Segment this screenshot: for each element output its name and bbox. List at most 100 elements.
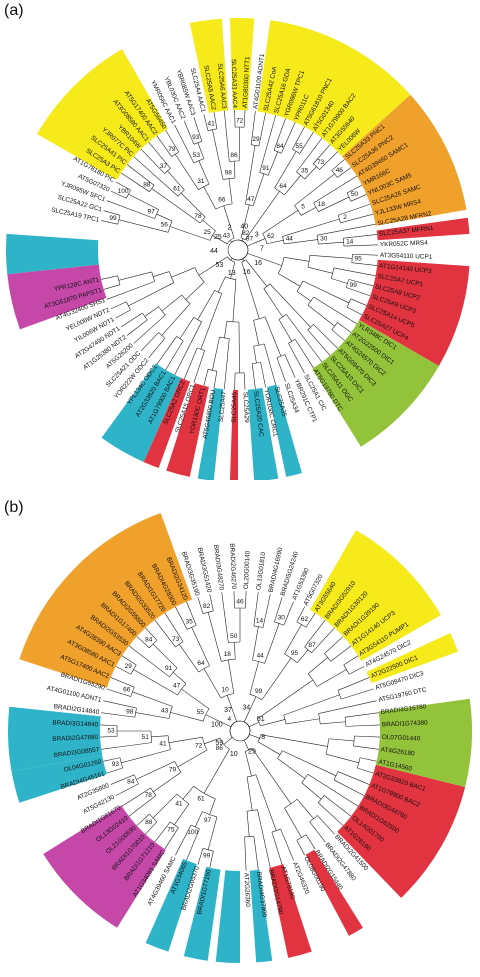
branch-line (162, 304, 190, 336)
branch-line (337, 323, 351, 333)
branch-line (256, 775, 276, 831)
bootstrap-value: 62 (301, 616, 309, 623)
leaf-label: YKR052C MRS4 (380, 240, 429, 249)
branch-line (244, 373, 245, 390)
bootstrap-value: 91 (262, 165, 270, 172)
branch-line (224, 737, 232, 744)
bootstrap-value: 30 (320, 236, 328, 243)
bootstrap-value: 66 (218, 197, 226, 204)
branch-line (133, 670, 177, 696)
branch-line (259, 113, 266, 146)
bootstrap-value: 95 (355, 256, 363, 263)
bootstrap-value: 56 (161, 221, 169, 228)
branch-line (234, 591, 235, 608)
branch-line (297, 650, 308, 663)
branch-line (252, 364, 255, 389)
branch-line (210, 851, 214, 868)
clade-highlight-red (306, 850, 363, 936)
clade-highlight-cyan (216, 870, 240, 963)
bootstrap-value: 55 (296, 143, 304, 150)
branch-line (152, 188, 200, 223)
branch-line (268, 152, 278, 176)
bootstrap-value: 82 (203, 603, 211, 610)
branch-line (247, 253, 281, 265)
bootstrap-value: 25 (204, 229, 212, 236)
branch-line (198, 290, 215, 319)
panel-label-b: (b) (4, 499, 24, 517)
branch-line (222, 592, 229, 643)
branch-line (262, 658, 291, 700)
bootstrap-value: 47 (247, 196, 255, 203)
branch-line (249, 722, 259, 727)
branch-line (195, 812, 202, 827)
bootstrap-value: 50 (351, 191, 359, 198)
branch-line (267, 240, 284, 244)
bootstrap-value: 64 (279, 183, 287, 190)
branch-line (106, 768, 122, 773)
branch-line (233, 279, 236, 321)
bootstrap-value: 61 (197, 795, 205, 802)
branch-line (349, 666, 364, 674)
bootstrap-value: 41 (159, 740, 167, 747)
branch-line (318, 803, 343, 826)
branch-line (282, 219, 339, 236)
branch-line (119, 272, 152, 280)
branch-line (308, 774, 358, 806)
branch-line (314, 297, 357, 324)
branch-line (180, 317, 194, 338)
bootstrap-value: 35 (185, 619, 193, 626)
branch-line (234, 642, 235, 659)
branch-line (224, 111, 229, 162)
bootstrap-value: 98 (126, 708, 134, 715)
bootstrap-value: 84 (145, 637, 153, 644)
branch-line (224, 321, 227, 338)
bootstrap-value: 88 (145, 819, 153, 826)
branch-line (317, 815, 334, 834)
bootstrap-value: 84 (127, 779, 135, 786)
branch-line (295, 339, 313, 368)
branch-line (261, 362, 266, 387)
branch-line (265, 317, 281, 356)
branch-line (310, 255, 352, 258)
branch-line (175, 154, 198, 190)
branch-line (229, 179, 232, 204)
branch-line (317, 224, 375, 235)
branch-line (243, 259, 244, 261)
branch-line (258, 742, 280, 755)
bootstrap-value: 51 (142, 734, 150, 741)
branch-line (178, 750, 207, 767)
branch-line (204, 187, 216, 209)
branch-line (245, 591, 246, 608)
branch-line (127, 320, 147, 336)
branch-line (162, 295, 182, 311)
leaf-label: BRADI2G46270 (228, 543, 237, 590)
branch-line (354, 736, 379, 737)
branch-line (230, 240, 232, 242)
clade-highlight-cyan (6, 234, 98, 250)
bootstrap-value: 79 (169, 767, 177, 774)
branch-line (107, 281, 155, 299)
bootstrap-value: 41 (208, 121, 216, 128)
bootstrap-value: 5 (301, 204, 305, 211)
branch-line (344, 656, 358, 665)
branch-line (111, 302, 126, 309)
branch-line (277, 758, 304, 778)
branch-line (183, 786, 194, 799)
branch-line (346, 725, 380, 726)
branch-line (324, 636, 343, 653)
branch-line (101, 276, 118, 280)
branch-line (129, 646, 169, 677)
branch-line (286, 314, 322, 362)
branch-line (265, 623, 280, 663)
branch-line (134, 315, 166, 343)
branch-line (351, 299, 367, 306)
branch-arc (230, 721, 250, 731)
branch-line (249, 734, 259, 738)
bootstrap-value: 87 (308, 642, 316, 649)
branch-line (151, 736, 168, 737)
bootstrap-value: 55 (197, 709, 205, 716)
branch-line (277, 358, 286, 382)
inner-node-label: 7 (260, 246, 264, 253)
